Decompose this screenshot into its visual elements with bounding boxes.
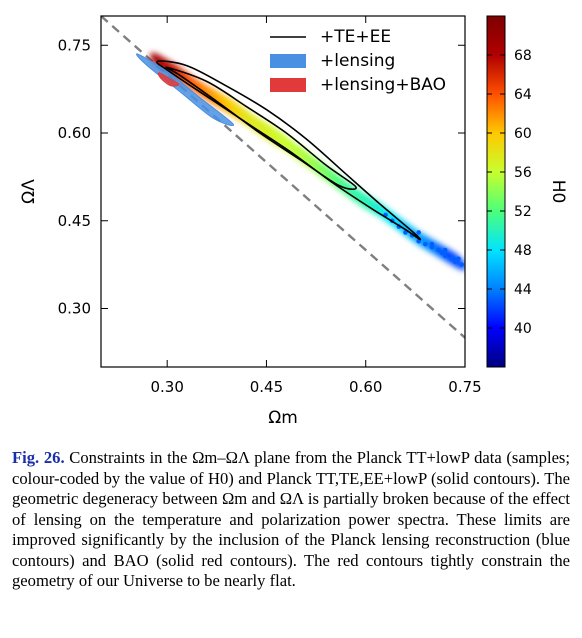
x-axis-label: Ωm xyxy=(268,408,298,428)
y-tick-label: 0.30 xyxy=(58,300,91,318)
sample-point xyxy=(459,262,464,267)
colorbar-label: H0 xyxy=(548,180,568,204)
sample-point xyxy=(416,230,421,235)
sample-point xyxy=(422,241,428,247)
x-tick-label: 0.75 xyxy=(448,378,481,396)
sample-point xyxy=(456,256,461,262)
x-tick-label: 0.60 xyxy=(349,378,382,396)
chart: 0.30 0.45 0.60 0.75 0.30 0.45 0.60 0.75 Ωm ΩΛ +TE+… xyxy=(19,15,568,428)
plot-layer xyxy=(101,16,465,339)
contour-lensing-bao xyxy=(157,72,180,87)
legend-patch-swatch xyxy=(270,54,306,68)
legend-label: +TE+EE xyxy=(320,27,391,47)
sample-point xyxy=(436,247,441,253)
sample-point xyxy=(442,253,448,259)
y-tick-label: 0.60 xyxy=(58,124,91,142)
plot-frame xyxy=(100,15,466,368)
legend-patch-swatch xyxy=(270,78,306,92)
colorbar-tick-label: 48 xyxy=(514,243,532,259)
sample-point xyxy=(439,250,445,256)
sample-point xyxy=(442,247,448,253)
sample-point xyxy=(429,241,435,247)
colorbar-tick-label: 52 xyxy=(514,204,532,220)
y-axis-label: ΩΛ xyxy=(19,179,39,204)
x-tick-label: 0.45 xyxy=(250,378,283,396)
contour-te-ee xyxy=(165,66,357,191)
legend-label: +lensing xyxy=(320,51,395,71)
colorbar-tick-label: 44 xyxy=(514,282,532,298)
colorbar-tick-label: 56 xyxy=(514,165,532,181)
contour-lensing xyxy=(136,53,235,127)
y-tick-label: 0.45 xyxy=(58,212,91,230)
caption-text: Constraints in the Ωm–ΩΛ plane from the … xyxy=(12,448,570,590)
colorbar xyxy=(486,15,506,368)
sample-point xyxy=(403,230,408,235)
caption-label: Fig. 26. xyxy=(12,448,65,467)
sample-point xyxy=(452,259,458,265)
figure-caption: Fig. 26. Constraints in the Ωm–ΩΛ plane … xyxy=(12,448,570,592)
y-tick-label: 0.75 xyxy=(58,36,91,54)
x-tick-label: 0.30 xyxy=(150,378,183,396)
legend-label: +lensing+BAO xyxy=(320,75,446,95)
colorbar-tick-label: 68 xyxy=(514,48,532,64)
colorbar-tick-label: 40 xyxy=(514,321,532,337)
colorbar-tick-label: 60 xyxy=(514,126,532,142)
colorbar-tick-label: 64 xyxy=(514,87,532,103)
figure: 0.30 0.45 0.60 0.75 0.30 0.45 0.60 0.75 Ωm ΩΛ +TE+… xyxy=(19,15,568,428)
sample-point xyxy=(449,256,455,262)
